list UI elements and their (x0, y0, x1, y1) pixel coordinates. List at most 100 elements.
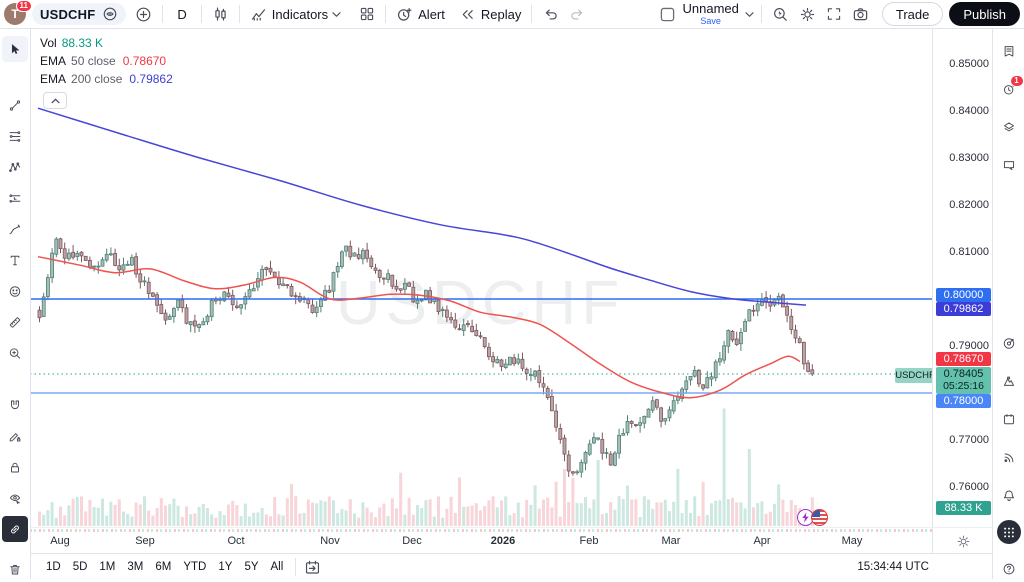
chart-plot[interactable]: USDCHF Vol 88.33 K EMA 50 close 0.78670 … (30, 28, 932, 527)
range-button-6m[interactable]: 6M (149, 558, 177, 576)
settings-gear-icon[interactable] (794, 2, 821, 26)
layout-name: Unnamed (683, 2, 739, 15)
hide-drawings-tool[interactable] (2, 485, 28, 511)
price-axis-badge: 88.33 K (936, 501, 991, 515)
calendar-icon[interactable] (996, 406, 1022, 432)
replay-button[interactable]: Replay (454, 2, 526, 26)
time-tick-label: Mar (662, 536, 681, 547)
symbol-name: USDCHF (40, 7, 95, 22)
time-tick-label: Apr (753, 536, 770, 547)
ema200-legend-row[interactable]: EMA 200 close 0.79862 (40, 73, 173, 85)
drawing-toolbar (0, 28, 31, 579)
volume-legend-row[interactable]: Vol 88.33 K (40, 37, 173, 49)
save-layout-link[interactable]: Save (700, 17, 721, 26)
range-button-all[interactable]: All (265, 558, 290, 576)
compare-eye-icon[interactable] (102, 6, 118, 22)
alerts-badge: 1 (1010, 75, 1024, 87)
magnet-tool[interactable] (2, 392, 28, 418)
remove-drawings-trash-tool[interactable] (2, 556, 28, 582)
separator (761, 5, 762, 23)
interval-button[interactable]: D (168, 2, 195, 26)
grid-menu-icon[interactable] (997, 520, 1021, 544)
help-icon[interactable] (996, 556, 1022, 582)
time-tick-label: Nov (320, 536, 340, 547)
replay-label: Replay (481, 7, 521, 22)
object-tree-layers-icon[interactable] (996, 114, 1022, 140)
ema200-label: EMA (40, 73, 66, 85)
volume-series (38, 408, 814, 526)
legend-collapse-button[interactable] (43, 92, 67, 109)
range-button-5d[interactable]: 5D (67, 558, 94, 576)
layout-grid-button[interactable] (354, 2, 380, 26)
pattern-tool[interactable] (2, 154, 28, 180)
layout-sync-checkbox[interactable] (660, 7, 675, 22)
long-position-tool[interactable] (2, 185, 28, 211)
indicators-button[interactable]: Indicators (245, 2, 346, 26)
indicators-icon (250, 6, 267, 23)
candlestick-chart[interactable]: USDCHF (30, 28, 932, 527)
range-button-5y[interactable]: 5Y (238, 558, 264, 576)
measure-ruler-tool[interactable] (2, 309, 28, 335)
ema50-label: EMA (40, 55, 66, 67)
ideas-icon[interactable] (996, 368, 1022, 394)
zoom-in-tool[interactable] (2, 340, 28, 366)
price-tick-label: 0.83000 (949, 153, 989, 164)
snapshot-camera-icon[interactable] (847, 2, 874, 26)
separator (531, 5, 532, 23)
price-tick-label: 0.79000 (949, 341, 989, 352)
us-economic-event-icon[interactable] (811, 509, 828, 526)
separator (162, 5, 163, 23)
add-symbol-button[interactable] (130, 2, 157, 26)
alert-clock-icon (396, 6, 413, 23)
watchlist-icon[interactable] (996, 38, 1022, 64)
emoji-tool[interactable] (2, 278, 28, 304)
chevron-down-icon[interactable] (745, 11, 754, 18)
chart-style-button[interactable] (207, 2, 234, 26)
cursor-tool[interactable] (2, 36, 28, 62)
notifications-bell-icon[interactable] (996, 482, 1022, 508)
range-button-3m[interactable]: 3M (121, 558, 149, 576)
range-button-1m[interactable]: 1M (93, 558, 121, 576)
time-tick-label: Sep (135, 536, 155, 547)
stay-in-drawing-mode-tool[interactable] (2, 423, 28, 449)
price-tick-label: 0.82000 (949, 200, 989, 211)
text-tool[interactable] (2, 247, 28, 273)
layout-manager[interactable]: Unnamed Save (683, 2, 754, 26)
brush-tool[interactable] (2, 216, 28, 242)
redo-button[interactable] (564, 2, 591, 26)
trade-button[interactable]: Trade (882, 2, 943, 26)
clock-utc[interactable]: 15:34:44 UTC (857, 561, 929, 573)
user-avatar[interactable]: T 11 (4, 3, 26, 25)
time-tick-label: Oct (227, 536, 244, 547)
range-button-ytd[interactable]: YTD (177, 558, 212, 576)
quick-search-button[interactable] (767, 2, 794, 26)
fullscreen-icon[interactable] (821, 2, 847, 26)
time-tick-label: Dec (402, 536, 422, 547)
axis-gear-icon[interactable] (956, 534, 971, 549)
go-to-date-icon[interactable] (304, 559, 321, 576)
countdown-timer: 05:25:16 (936, 381, 991, 394)
news-feed-icon[interactable] (996, 444, 1022, 470)
symbol-search-button[interactable]: USDCHF (32, 3, 126, 25)
alerts-clock-icon[interactable]: 1 (996, 76, 1022, 102)
ema50-legend-row[interactable]: EMA 50 close 0.78670 (40, 55, 173, 67)
trend-line-tool[interactable] (2, 92, 28, 118)
sync-drawings-link-tool[interactable] (2, 516, 28, 542)
hotlists-icon[interactable] (996, 330, 1022, 356)
fib-retracement-tool[interactable] (2, 123, 28, 149)
lock-drawings-tool[interactable] (2, 454, 28, 480)
watermark: USDCHF (336, 269, 624, 338)
range-button-1y[interactable]: 1Y (212, 558, 238, 576)
price-axis-badge: 0.78000 (936, 394, 991, 408)
chat-icon[interactable] (996, 152, 1022, 178)
undo-button[interactable] (537, 2, 564, 26)
alert-button[interactable]: Alert (391, 2, 450, 26)
publish-button[interactable]: Publish (949, 2, 1020, 26)
range-button-1d[interactable]: 1D (40, 558, 67, 576)
separator (385, 5, 386, 23)
